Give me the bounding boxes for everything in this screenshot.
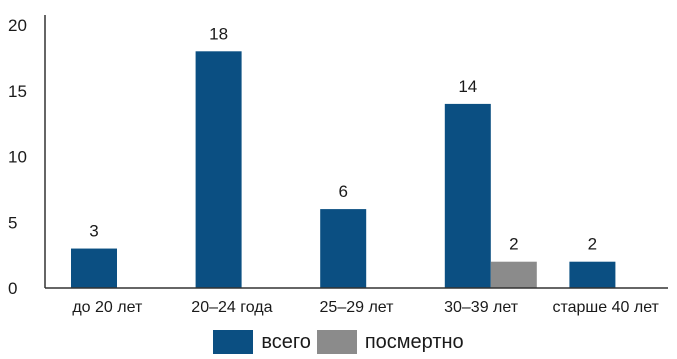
legend-swatch-total [213,330,254,354]
x-category-label: старше 40 лет [552,299,659,316]
legend-label-total: всего [261,330,311,353]
x-category-label: 25–29 лет [320,299,395,316]
bar-total [444,103,491,289]
data-label: 2 [509,235,518,254]
data-label: 14 [458,77,477,96]
x-category-label: до 20 лет [72,299,143,316]
y-tick-label: 5 [8,213,17,232]
y-tick-label: 0 [8,279,17,298]
data-label: 18 [209,24,228,43]
legend-item-total: всего [213,330,311,354]
bar-total [569,261,616,288]
data-label: 3 [89,222,98,241]
data-label: 2 [588,235,597,254]
bar-total [195,51,242,288]
legend: всего посмертно [0,328,677,356]
y-tick-label: 10 [8,148,27,167]
bars [71,51,616,289]
data-label: 6 [338,182,347,201]
x-category-label: 20–24 года [191,299,272,316]
bar-total [320,209,367,288]
x-category-label: 30–39 лет [444,299,519,316]
legend-label-posthumous: посмертно [364,330,464,353]
legend-swatch-posthumous [316,330,357,354]
bar-posthumous [490,261,537,288]
x-axis-categories: до 20 лет 20–24 года 25–29 лет 30–39 лет ста… [72,299,659,316]
y-axis-ticks: 0 5 10 15 20 [8,16,27,298]
bar-total [71,248,117,288]
legend-item-posthumous: посмертно [316,330,464,354]
y-tick-label: 20 [8,16,27,35]
y-tick-label: 15 [8,82,27,101]
